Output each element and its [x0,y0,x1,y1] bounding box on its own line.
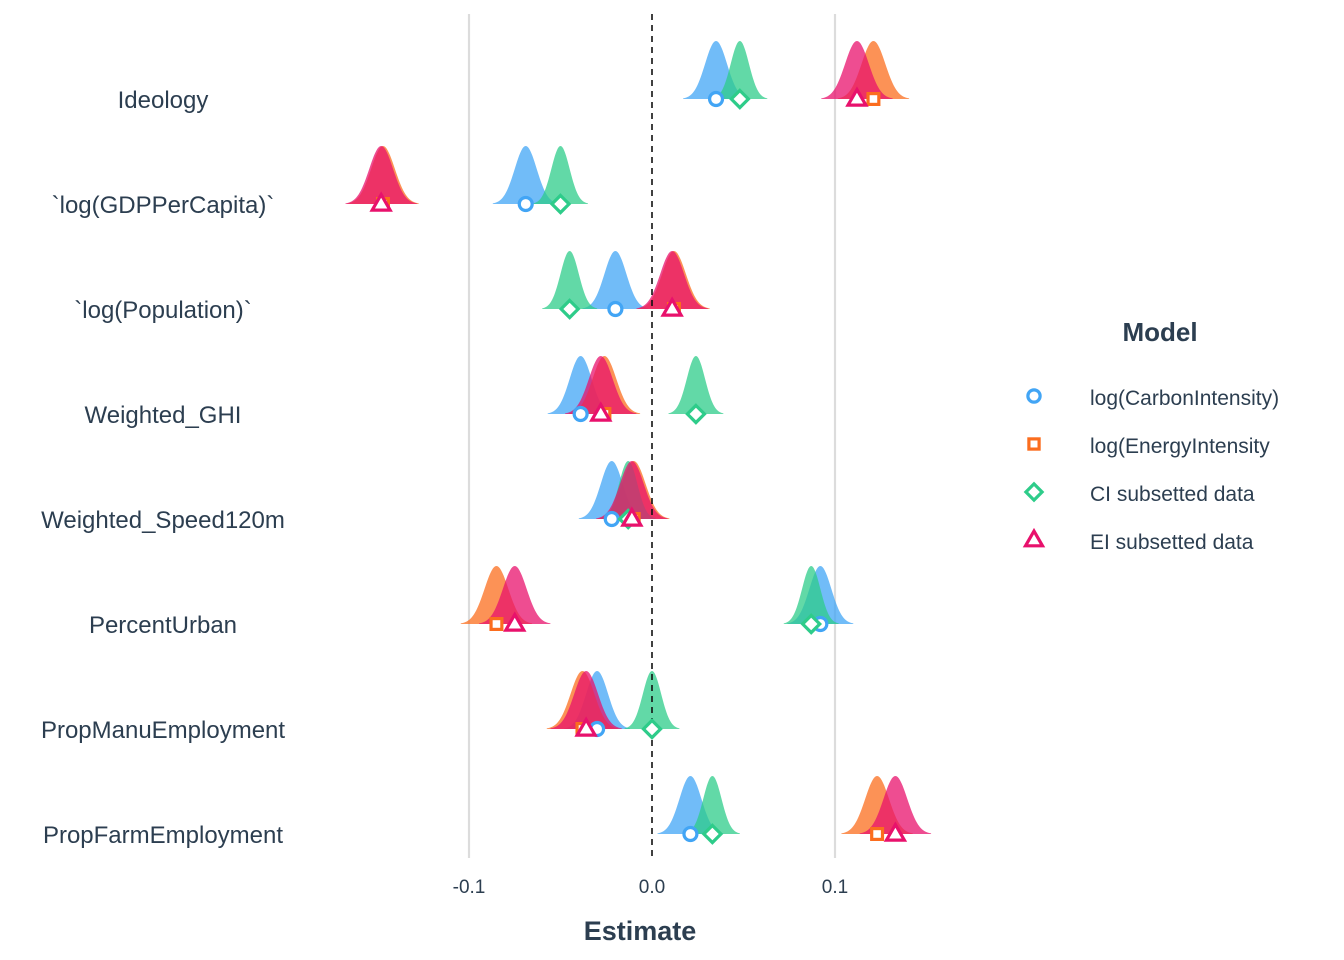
density-curve [668,356,724,414]
y-tick-label: `log(GDPPerCapita)` [52,192,275,219]
y-tick-label: PercentUrban [89,612,237,639]
estimate-markers [369,86,908,845]
density-curve [582,251,649,309]
density-curve [565,356,637,414]
triangle-marker [883,821,908,842]
diamond-marker [729,88,751,110]
legend-title: Model [1122,317,1197,347]
density-curve [859,776,932,834]
triangle-marker [845,86,869,107]
triangle-marker [574,716,598,737]
density-curve [712,41,768,99]
density-curve [479,566,551,624]
x-tick-label: 0.1 [822,877,848,898]
y-tick-label: PropManuEmployment [41,717,285,744]
legend-item-label: CI subsetted data [1090,483,1255,506]
square-marker [1027,437,1041,451]
x-axis-title: Estimate [584,916,697,946]
density-curve [783,566,839,624]
diamond-marker [685,403,707,425]
legend: Model log(CarbonIntensity) log(EnergyInte… [1022,317,1279,554]
diamond-marker [1023,481,1045,503]
y-tick-label: Weighted_Speed120m [41,507,285,534]
diamond-marker [701,823,724,845]
triangle-marker [589,401,613,422]
density-curve [550,671,622,729]
circle-marker [603,510,620,528]
y-tick-label: Ideology [118,87,209,114]
circle-marker [517,195,534,213]
square-marker [866,91,881,106]
y-tick-label: PropFarmEmployment [43,822,283,849]
triangle-marker [503,611,527,632]
density-curves [345,41,932,834]
density-curve [533,146,588,204]
circle-marker [682,825,699,843]
triangle-marker [660,296,684,317]
diamond-marker [549,193,572,215]
square-marker [489,616,504,631]
legend-item-label: EI subsetted data [1090,531,1254,554]
circle-marker [707,90,725,108]
triangle-marker [369,191,393,212]
x-axis-tick-labels: -0.1 0.0 0.1 [453,877,849,898]
y-axis-labels: Ideology `log(GDPPerCapita)` `log(Populati… [41,87,285,849]
density-curve [821,41,893,99]
triangle-marker [1022,527,1046,548]
y-tick-label: `log(Population)` [74,297,251,324]
diamond-marker [558,298,581,320]
density-curve [596,461,668,519]
density-curve [345,146,417,204]
x-tick-label: -0.1 [453,877,486,898]
legend-item-label: log(CarbonIntensity) [1090,387,1279,410]
diamond-marker [800,613,823,635]
circle-marker [572,405,589,423]
density-curve [492,146,559,204]
circle-marker [607,300,624,318]
square-marker [870,826,885,841]
density-curve [542,251,598,309]
x-tick-label: 0.0 [639,877,665,898]
density-curve [636,251,708,309]
grid-lines [467,14,837,858]
y-tick-label: Weighted_GHI [85,402,242,429]
diamond-marker [641,718,663,740]
triangle-marker [620,506,644,527]
circle-marker [1026,388,1042,404]
legend-item-label: log(EnergyIntensity [1090,435,1270,458]
density-curve [684,776,740,834]
